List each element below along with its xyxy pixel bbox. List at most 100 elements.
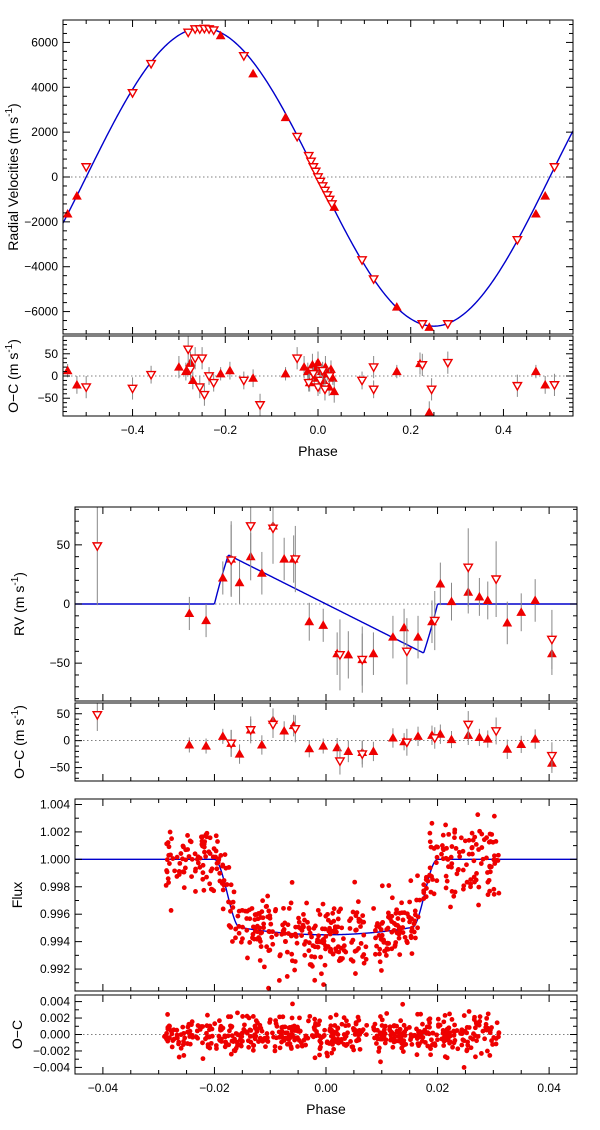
x-tick-label: 0.2 xyxy=(402,423,419,437)
y-axis-label-main: RV (m s xyxy=(11,586,27,636)
data-point xyxy=(214,860,220,866)
data-point xyxy=(306,926,312,932)
data-point xyxy=(381,937,386,943)
data-point xyxy=(218,1023,224,1029)
data-point-triangle-down xyxy=(511,235,523,246)
data-point-triangle-down xyxy=(245,726,257,736)
data-point xyxy=(429,820,435,826)
data-point xyxy=(244,927,250,933)
data-point xyxy=(400,917,406,923)
y-tick-label: −0.004 xyxy=(33,1060,70,1074)
data-point xyxy=(316,933,321,939)
data-point xyxy=(484,855,489,861)
data-point xyxy=(255,916,261,922)
data-point xyxy=(163,882,169,888)
data-point xyxy=(374,1041,379,1046)
data-point xyxy=(378,1059,383,1065)
data-point xyxy=(210,887,215,893)
data-point xyxy=(247,907,252,913)
data-point xyxy=(284,949,290,955)
data-point xyxy=(165,876,171,882)
y-tick-label: 50 xyxy=(45,347,59,361)
data-point xyxy=(377,959,383,965)
data-point-triangle-up xyxy=(391,366,402,376)
data-point xyxy=(427,1024,432,1030)
data-point-triangle-up xyxy=(343,746,354,755)
data-point xyxy=(435,844,440,850)
y-tick-label: 6000 xyxy=(31,35,58,49)
data-point xyxy=(307,1013,313,1019)
data-point xyxy=(301,924,306,930)
data-point xyxy=(242,1022,247,1028)
data-point xyxy=(312,1016,318,1022)
data-point-triangle-up xyxy=(540,379,551,389)
data-point xyxy=(355,899,361,905)
y-tick-label: 0.994 xyxy=(40,935,70,949)
y-axis-label: O−C (m s-1) xyxy=(10,705,27,779)
data-point xyxy=(292,1035,298,1041)
data-point xyxy=(434,854,440,860)
data-point xyxy=(217,1037,222,1043)
data-point xyxy=(464,1048,470,1054)
data-point xyxy=(469,851,475,857)
data-point xyxy=(324,1040,330,1046)
data-point xyxy=(200,1040,205,1046)
data-point xyxy=(178,1032,184,1038)
data-point xyxy=(202,839,208,845)
data-point xyxy=(257,911,262,916)
data-point xyxy=(268,921,274,927)
data-point xyxy=(222,1033,228,1039)
data-point xyxy=(266,908,272,914)
data-point xyxy=(178,851,184,856)
data-point-triangle-up xyxy=(187,375,198,384)
data-point xyxy=(315,907,321,913)
data-point xyxy=(217,870,223,876)
data-point xyxy=(494,1020,500,1026)
data-point xyxy=(489,1025,494,1030)
data-point xyxy=(276,1029,282,1035)
data-point-triangle-up xyxy=(234,749,245,758)
data-point xyxy=(348,916,354,921)
data-point xyxy=(354,910,360,916)
data-point-triangle-up xyxy=(201,741,211,750)
y-axis-label: RV (m s-1) xyxy=(10,572,27,636)
data-point xyxy=(255,1026,260,1032)
data-point xyxy=(261,921,267,927)
data-point xyxy=(395,916,401,921)
data-point xyxy=(270,1030,275,1036)
data-point xyxy=(303,939,309,944)
data-point xyxy=(331,918,337,924)
data-point xyxy=(389,913,395,919)
data-point xyxy=(294,940,300,946)
data-point xyxy=(436,1023,441,1029)
flux-residual-panel: −0.04 −0.02 0.00 0.02 0.04 −0.004 −0.002 0.000 0… xyxy=(9,994,578,1117)
data-point xyxy=(217,878,223,884)
data-point xyxy=(353,1020,359,1026)
data-point xyxy=(471,858,477,864)
data-point xyxy=(412,908,418,914)
data-point xyxy=(338,906,343,912)
data-point xyxy=(296,919,302,925)
data-point xyxy=(317,1052,322,1058)
data-point xyxy=(443,822,448,828)
data-point xyxy=(462,838,468,844)
data-point xyxy=(356,946,361,951)
data-point xyxy=(440,832,446,838)
y-tick-label: 2000 xyxy=(31,125,58,139)
data-point xyxy=(296,915,301,921)
data-point xyxy=(379,883,385,889)
data-point-triangle-down xyxy=(334,651,346,661)
data-point xyxy=(489,832,495,837)
y-tick-label: 1.002 xyxy=(40,825,70,839)
data-point-triangle-down xyxy=(303,151,315,162)
data-point xyxy=(217,1018,222,1024)
x-tick-label: 0.02 xyxy=(426,1081,450,1095)
data-point-triangle-down xyxy=(145,370,157,381)
data-point-triangle-down xyxy=(80,383,92,393)
data-point-triangle-down xyxy=(267,720,279,731)
data-point-triangle-down xyxy=(368,363,380,373)
data-point-triangle-down xyxy=(312,173,324,183)
data-point-triangle-down xyxy=(317,182,329,192)
data-point xyxy=(441,847,446,853)
